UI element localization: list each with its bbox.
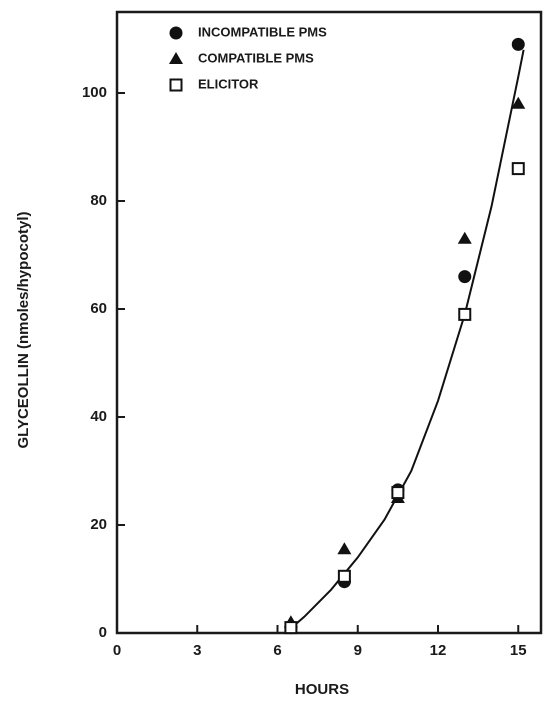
x-tick-label: 6 [273,642,281,659]
y-tick-label: 100 [82,84,107,101]
point [458,270,472,284]
plot-frame [115,10,543,635]
x-axis-label: HOURS [295,681,349,698]
x-tick-label: 12 [430,642,447,659]
point [511,162,525,176]
point [458,307,472,321]
point [337,542,352,555]
x-tick-label: 9 [354,642,362,659]
legend-marker [169,26,183,40]
fit-curve [284,49,525,634]
point [511,37,525,51]
x-tick-label: 15 [510,642,527,659]
point [284,621,298,635]
legend-label: INCOMPATIBLE PMS [198,24,327,39]
y-tick-label: 20 [90,516,107,533]
y-tick-label: 80 [90,192,107,209]
legend-marker [169,78,183,92]
point [391,486,405,500]
point [457,231,472,244]
legend-marker [169,52,183,64]
x-tick-label: 0 [113,642,121,659]
point [511,96,526,109]
y-tick-label: 0 [99,624,107,641]
y-tick-label: 60 [90,300,107,317]
point [337,569,351,583]
x-tick-label: 3 [193,642,201,659]
legend-label: COMPATIBLE PMS [198,50,314,65]
y-axis-label: GLYCEOLLIN (nmoles/hypocotyl) [15,212,32,449]
legend-label: ELICITOR [198,76,259,91]
y-tick-label: 40 [90,408,107,425]
